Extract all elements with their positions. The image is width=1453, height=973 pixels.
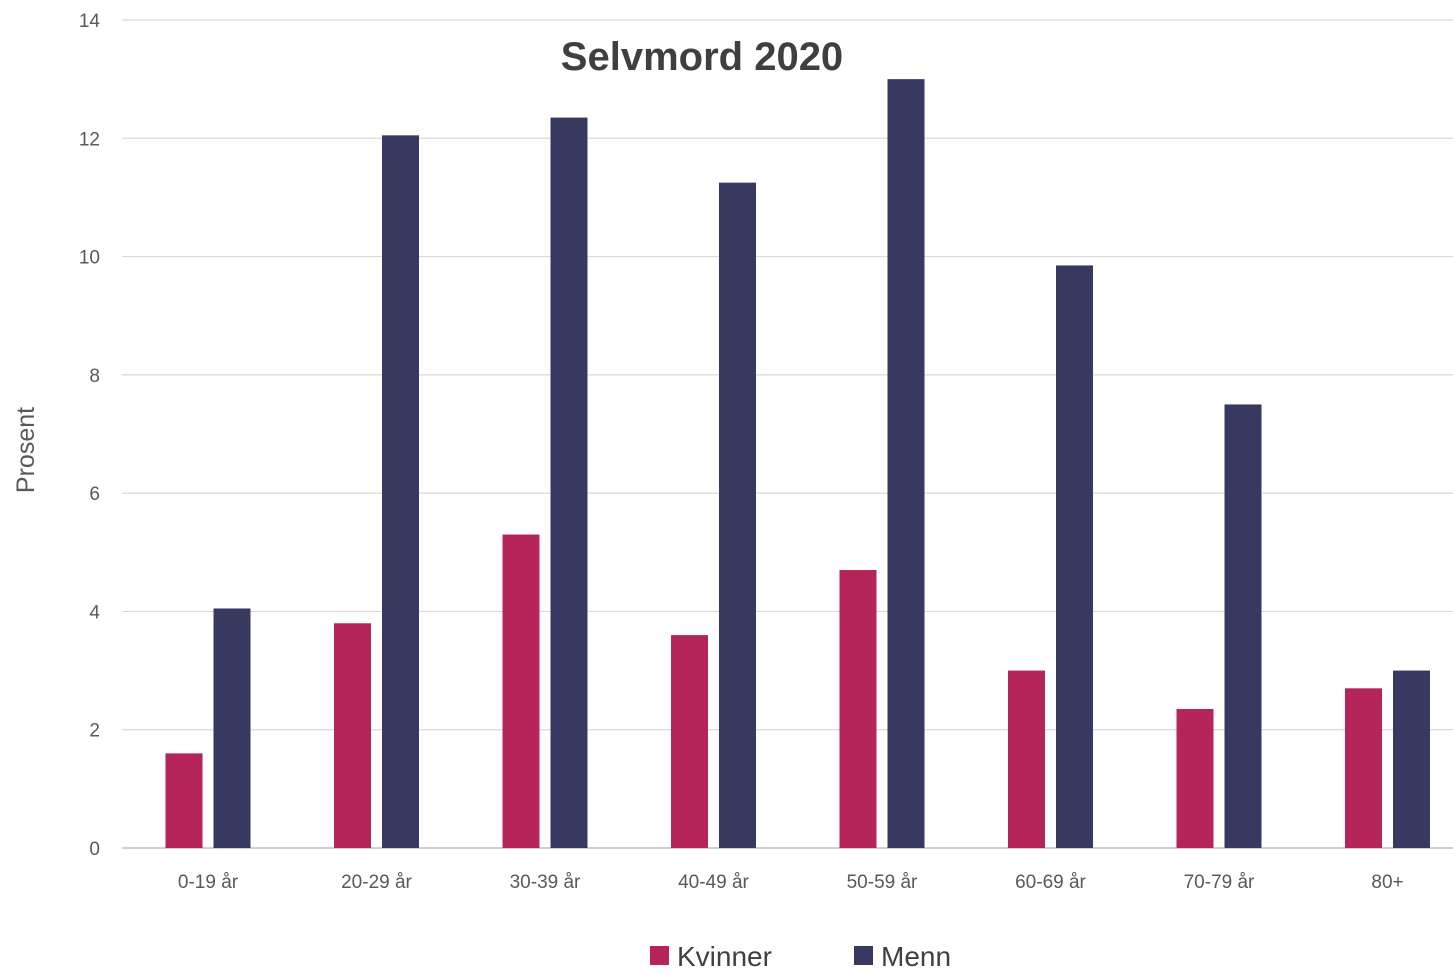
- bar-kvinner-50-59-r: [839, 570, 877, 848]
- y-tick-label: 2: [89, 721, 100, 742]
- bar-kvinner-0-19-r: [165, 753, 203, 848]
- y-tick-label: 8: [89, 366, 100, 387]
- bar-menn-30-39-r: [550, 117, 588, 849]
- bar-menn-60-69-r: [1056, 265, 1093, 848]
- x-category-label: 0-19 år: [178, 872, 239, 893]
- x-category-label: 80+: [1371, 872, 1403, 893]
- bar-kvinner-40-49-r: [671, 635, 708, 848]
- y-axis-title: Prosent: [12, 407, 40, 493]
- y-tick-label: 0: [89, 839, 100, 860]
- y-tick-label: 12: [79, 129, 100, 150]
- legend: Kvinner Menn: [650, 941, 951, 972]
- x-axis-categories: 0-19 år 20-29 år 30-39 år 40-49 år 50-59 år 6…: [178, 872, 1404, 893]
- bars: [165, 79, 1430, 849]
- bar-menn-70-79-r: [1224, 404, 1262, 848]
- y-tick-label: 4: [89, 602, 100, 623]
- x-category-label: 40-49 år: [678, 872, 749, 893]
- bar-menn-0-19-r: [213, 608, 251, 848]
- x-category-label: 20-29 år: [341, 872, 412, 893]
- y-tick-label: 10: [79, 248, 100, 269]
- bar-kvinner-60-69-r: [1008, 670, 1045, 848]
- y-tick-label: 6: [89, 484, 100, 505]
- x-category-label: 30-39 år: [510, 872, 581, 893]
- y-axis-ticks: 0 2 4 6 8 10 12 14: [79, 11, 101, 860]
- legend-label-kvinner: Kvinner: [677, 941, 772, 972]
- bar-menn-50-59-r: [887, 79, 925, 848]
- chart-title: Selvmord 2020: [561, 35, 843, 79]
- bar-kvinner-30-39-r: [502, 534, 540, 848]
- x-category-label: 70-79 år: [1184, 872, 1255, 893]
- bar-kvinner-70-79-r: [1176, 709, 1214, 848]
- y-tick-label: 14: [79, 11, 101, 32]
- bar-menn-20-29-r: [382, 135, 419, 849]
- legend-label-menn: Menn: [881, 941, 951, 972]
- x-category-label: 60-69 år: [1015, 872, 1086, 893]
- x-category-label: 50-59 år: [847, 872, 918, 893]
- legend-swatch-menn: [854, 946, 873, 965]
- bar-menn-40-49-r: [719, 182, 756, 849]
- bar-menn-80: [1393, 670, 1430, 848]
- bar-kvinner-80: [1345, 688, 1382, 848]
- bar-kvinner-20-29-r: [334, 623, 371, 848]
- legend-swatch-kvinner: [650, 946, 669, 965]
